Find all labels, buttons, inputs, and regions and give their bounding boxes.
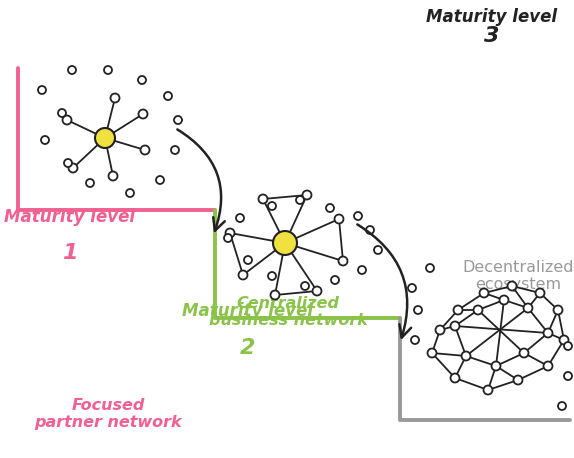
Circle shape	[312, 287, 321, 295]
Circle shape	[224, 234, 232, 242]
Circle shape	[483, 386, 492, 394]
Circle shape	[536, 289, 545, 298]
Circle shape	[270, 290, 280, 300]
Circle shape	[86, 179, 94, 187]
Circle shape	[411, 336, 419, 344]
Circle shape	[335, 214, 343, 224]
Circle shape	[523, 304, 533, 312]
Circle shape	[226, 229, 235, 238]
Circle shape	[507, 282, 517, 290]
Circle shape	[564, 342, 572, 350]
Circle shape	[354, 212, 362, 220]
Text: Maturity level: Maturity level	[426, 8, 557, 26]
Circle shape	[171, 146, 179, 154]
Circle shape	[414, 306, 422, 314]
Circle shape	[374, 246, 382, 254]
Circle shape	[451, 322, 460, 331]
Circle shape	[41, 136, 49, 144]
Circle shape	[108, 171, 118, 180]
Circle shape	[451, 374, 460, 382]
Text: 3: 3	[484, 26, 500, 46]
Circle shape	[326, 204, 334, 212]
Circle shape	[138, 76, 146, 84]
Circle shape	[553, 305, 563, 315]
Circle shape	[479, 289, 488, 298]
Circle shape	[268, 202, 276, 210]
Text: Centralized
business network: Centralized business network	[208, 296, 367, 328]
Circle shape	[491, 361, 501, 371]
Circle shape	[544, 328, 553, 338]
Text: Decentralized
ecosystem: Decentralized ecosystem	[462, 260, 574, 292]
Circle shape	[111, 93, 119, 103]
Text: Maturity level: Maturity level	[5, 208, 135, 226]
Circle shape	[156, 176, 164, 184]
Circle shape	[174, 116, 182, 124]
Circle shape	[428, 349, 436, 358]
Circle shape	[474, 305, 483, 315]
Circle shape	[141, 146, 149, 154]
Circle shape	[268, 272, 276, 280]
Circle shape	[544, 361, 553, 371]
Circle shape	[68, 66, 76, 74]
Circle shape	[104, 66, 112, 74]
Circle shape	[258, 195, 267, 203]
Circle shape	[461, 351, 471, 360]
Circle shape	[236, 214, 244, 222]
Circle shape	[301, 282, 309, 290]
Circle shape	[514, 376, 522, 385]
Circle shape	[560, 336, 568, 344]
Circle shape	[138, 109, 148, 119]
Text: Maturity level: Maturity level	[183, 302, 313, 320]
Circle shape	[164, 92, 172, 100]
Circle shape	[426, 264, 434, 272]
Circle shape	[64, 159, 72, 167]
Circle shape	[436, 326, 444, 334]
Circle shape	[499, 295, 509, 305]
Text: Focused
partner network: Focused partner network	[34, 398, 182, 430]
Circle shape	[358, 266, 366, 274]
Circle shape	[38, 86, 46, 94]
Text: 2: 2	[241, 338, 256, 358]
Circle shape	[453, 305, 463, 315]
Circle shape	[68, 164, 77, 173]
Text: 1: 1	[62, 243, 77, 263]
Circle shape	[58, 109, 66, 117]
Circle shape	[239, 271, 247, 279]
Circle shape	[339, 256, 347, 266]
Circle shape	[302, 191, 312, 200]
Circle shape	[408, 284, 416, 292]
Circle shape	[126, 189, 134, 197]
Circle shape	[273, 231, 297, 255]
Circle shape	[296, 196, 304, 204]
Circle shape	[366, 226, 374, 234]
Circle shape	[95, 128, 115, 148]
Circle shape	[564, 372, 572, 380]
Circle shape	[244, 256, 252, 264]
Circle shape	[331, 276, 339, 284]
Circle shape	[519, 349, 529, 358]
Circle shape	[558, 402, 566, 410]
Circle shape	[63, 115, 72, 125]
